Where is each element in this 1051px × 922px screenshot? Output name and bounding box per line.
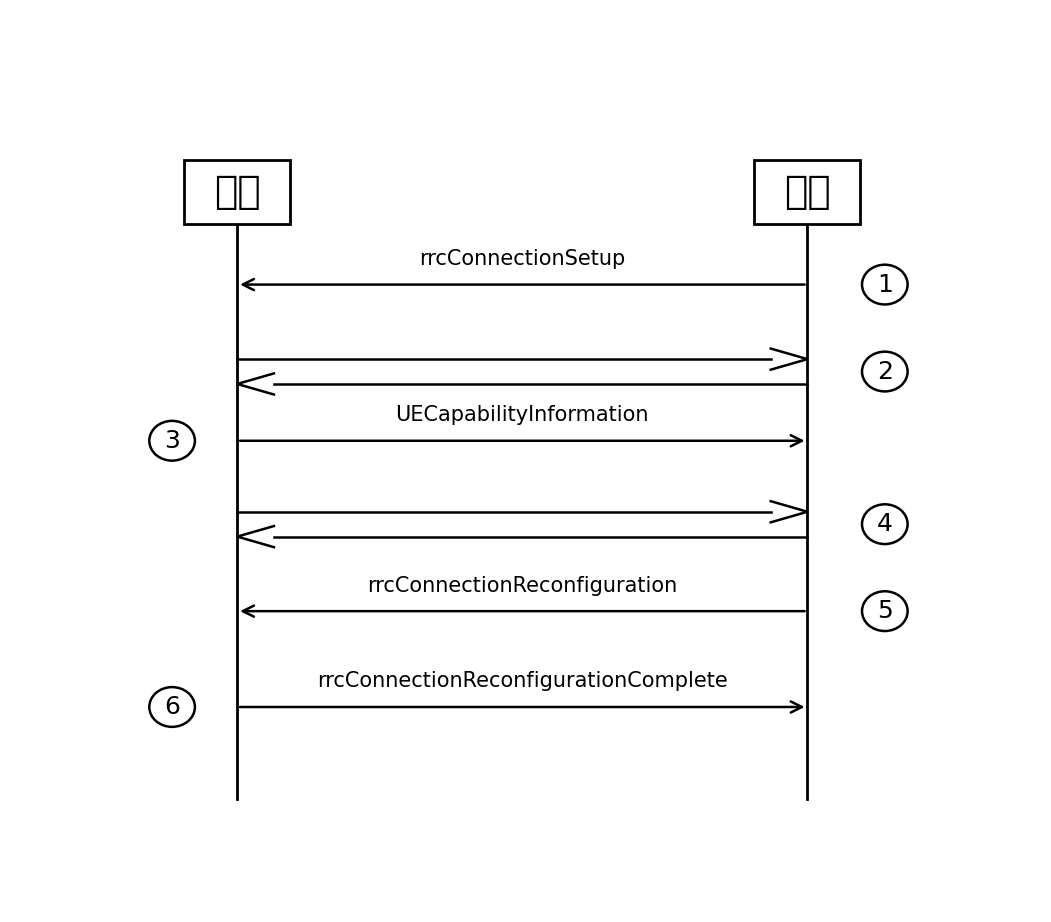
FancyBboxPatch shape [184, 160, 290, 224]
Text: 2: 2 [877, 360, 892, 384]
Circle shape [862, 504, 908, 544]
Text: UECapabilityInformation: UECapabilityInformation [395, 405, 650, 425]
Text: 4: 4 [877, 513, 892, 537]
Circle shape [149, 687, 194, 727]
Text: 6: 6 [164, 695, 180, 719]
FancyBboxPatch shape [755, 160, 861, 224]
Text: 1: 1 [877, 273, 892, 297]
Text: 终端: 终端 [214, 173, 261, 211]
Circle shape [862, 591, 908, 631]
Text: 5: 5 [877, 599, 892, 623]
Text: 基站: 基站 [784, 173, 830, 211]
Text: 3: 3 [164, 429, 180, 453]
Text: rrcConnectionSetup: rrcConnectionSetup [419, 249, 625, 269]
Circle shape [862, 351, 908, 392]
Circle shape [862, 265, 908, 304]
Text: rrcConnectionReconfiguration: rrcConnectionReconfiguration [367, 575, 678, 596]
Circle shape [149, 420, 194, 461]
Text: rrcConnectionReconfigurationComplete: rrcConnectionReconfigurationComplete [317, 671, 727, 692]
